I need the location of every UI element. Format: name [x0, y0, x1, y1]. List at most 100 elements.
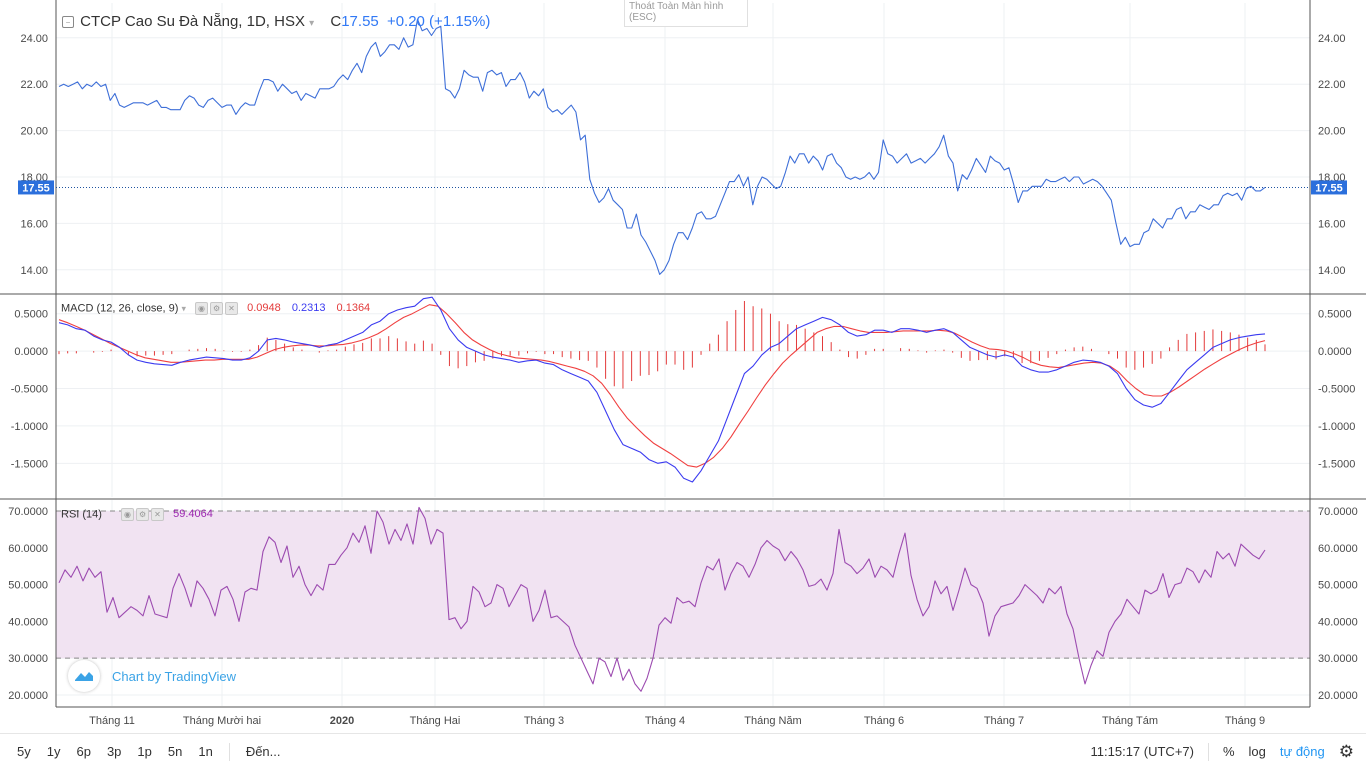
range-1m-button[interactable]: 1p: [137, 744, 152, 759]
rsi-legend: RSI (14) ◉ ⚙ ✕ 59.4064: [61, 508, 213, 521]
macd-legend: MACD (12, 26, close, 9) ▾ ◉ ⚙ ✕ 0.0948 0.2…: [61, 302, 370, 315]
exit-fullscreen-hint: (ESC): [629, 12, 657, 23]
chevron-down-icon[interactable]: ▾: [181, 303, 186, 314]
rsi-tick-left: 60.0000: [8, 543, 48, 555]
gear-icon[interactable]: ⚙: [136, 508, 150, 521]
eye-icon[interactable]: ◉: [121, 508, 135, 521]
range-5d-button[interactable]: 5n: [167, 744, 183, 759]
macd-hist-value: 0.0948: [247, 302, 281, 315]
rsi-tick-right: 60.0000: [1318, 543, 1358, 555]
series-lines: [58, 18, 1266, 692]
collapse-icon[interactable]: −: [62, 16, 74, 29]
macd-tick-right: -1.5000: [1318, 458, 1355, 470]
toolbar-divider: [228, 742, 230, 761]
gear-icon[interactable]: ⚙: [1338, 741, 1354, 761]
price-tick-right: 16.00: [1318, 218, 1346, 230]
price-line: [58, 18, 1266, 275]
rsi-tick-right: 50.0000: [1318, 580, 1358, 592]
chevron-down-icon[interactable]: ▾: [309, 18, 315, 29]
price-tags: 17.55 17.55: [18, 180, 1347, 195]
watermark-label: Chart by TradingView: [112, 668, 237, 684]
last-price-tag-right-label: 17.55: [1315, 182, 1343, 194]
auto-scale-toggle[interactable]: tự động: [1279, 744, 1325, 759]
price-tick-right: 14.00: [1318, 265, 1346, 277]
last-price-tag-left: [18, 180, 54, 195]
rsi-tick-left: 20.0000: [8, 690, 48, 702]
macd-tick-left: 0.0000: [14, 346, 48, 358]
price-tick-left: 22.00: [20, 79, 48, 91]
macd-signal-value: 0.1364: [336, 302, 371, 315]
exit-fullscreen-label: Thoát Toàn Màn hình: [629, 1, 724, 12]
price-tick-left: 24.00: [20, 33, 48, 45]
close-icon[interactable]: ✕: [225, 302, 239, 315]
bottom-toolbar: 5y 1y 6p 3p 1p 5n 1n Đến... 11:15:17 (UT…: [0, 733, 1366, 769]
change-value: +0.20 (+1.15%): [386, 13, 491, 30]
x-tick-label: Tháng Hai: [410, 715, 461, 727]
goto-date-button[interactable]: Đến...: [245, 744, 281, 759]
rsi-tick-left: 50.0000: [8, 580, 48, 592]
rsi-band: [56, 510, 1310, 659]
rsi-tick-right: 40.0000: [1318, 616, 1358, 628]
rsi-tick-right: 30.0000: [1318, 653, 1358, 665]
x-tick-label: Tháng 7: [984, 715, 1024, 727]
x-tick-label: Tháng 6: [864, 715, 904, 727]
toolbar-right: 11:15:17 (UTC+7) % log tự động ⚙: [1091, 734, 1366, 769]
log-scale-toggle[interactable]: log: [1248, 744, 1266, 759]
macd-line: [58, 296, 1266, 483]
toolbar-divider: [1207, 742, 1209, 761]
price-tick-right: 22.00: [1318, 79, 1346, 91]
x-tick-label: Tháng Tám: [1102, 715, 1158, 727]
clock-timezone[interactable]: 11:15:17 (UTC+7): [1090, 744, 1194, 759]
x-tick-label: Tháng 9: [1225, 715, 1265, 727]
price-tick-right: 24.00: [1318, 33, 1346, 45]
range-5y-button[interactable]: 5y: [17, 744, 31, 759]
macd-signal-line: [58, 304, 1266, 468]
macd-tick-left: -0.5000: [11, 384, 48, 396]
exit-fullscreen-tooltip: Thoát Toàn Màn hình (ESC): [624, 0, 748, 27]
last-price-tag-left-label: 17.55: [22, 182, 50, 194]
range-1d-button[interactable]: 1n: [198, 744, 213, 759]
rsi-tick-left: 70.0000: [8, 506, 48, 518]
rsi-title[interactable]: RSI (14): [61, 508, 102, 521]
tradingview-logo-icon: [68, 660, 100, 692]
price-tick-left: 20.00: [20, 126, 48, 138]
range-1y-button[interactable]: 1y: [46, 744, 61, 759]
macd-tick-left: 0.5000: [14, 309, 48, 321]
percent-scale-toggle[interactable]: %: [1222, 744, 1235, 759]
range-3m-button[interactable]: 3p: [106, 744, 122, 759]
x-tick-label: Tháng 4: [645, 715, 685, 727]
gear-icon[interactable]: ⚙: [210, 302, 224, 315]
x-tick-label: Tháng Năm: [744, 715, 801, 727]
close-icon[interactable]: ✕: [151, 508, 165, 521]
main-legend: − CTCP Cao Su Đà Nẵng, 1D, HSX ▾ C17.55 …: [62, 13, 490, 30]
x-tick-label: Tháng Mười hai: [183, 715, 261, 727]
macd-histogram: [58, 300, 1266, 389]
macd-tick-left: -1.5000: [11, 458, 48, 470]
macd-tick-right: -1.0000: [1318, 421, 1355, 433]
macd-tick-right: -0.5000: [1318, 384, 1355, 396]
x-tick-label: 2020: [330, 715, 354, 727]
x-tick-label: Tháng 11: [89, 715, 135, 727]
last-price-tag-right: [1311, 180, 1347, 195]
close-value: 17.55: [341, 13, 379, 30]
rsi-line: [58, 506, 1266, 692]
rsi-tick-right: 70.0000: [1318, 506, 1358, 518]
macd-title[interactable]: MACD (12, 26, close, 9): [61, 302, 179, 315]
price-tick-right: 20.00: [1318, 126, 1346, 138]
price-tick-left: 16.00: [20, 218, 48, 230]
symbol-title[interactable]: CTCP Cao Su Đà Nẵng, 1D, HSX: [80, 13, 305, 30]
tradingview-watermark[interactable]: Chart by TradingView: [68, 660, 236, 692]
rsi-value: 59.4064: [173, 508, 213, 521]
range-6m-button[interactable]: 6p: [76, 744, 91, 759]
rsi-tick-left: 40.0000: [8, 616, 48, 628]
price-tick-left: 14.00: [20, 265, 48, 277]
eye-icon[interactable]: ◉: [195, 302, 209, 315]
rsi-tick-right: 20.0000: [1318, 690, 1358, 702]
macd-tick-right: 0.5000: [1318, 309, 1352, 321]
x-tick-label: Tháng 3: [524, 715, 564, 727]
macd-tick-left: -1.0000: [11, 421, 48, 433]
close-prefix: C: [330, 13, 342, 30]
rsi-tick-left: 30.0000: [8, 653, 48, 665]
